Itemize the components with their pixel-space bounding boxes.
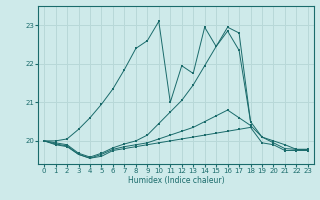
X-axis label: Humidex (Indice chaleur): Humidex (Indice chaleur) xyxy=(128,176,224,185)
